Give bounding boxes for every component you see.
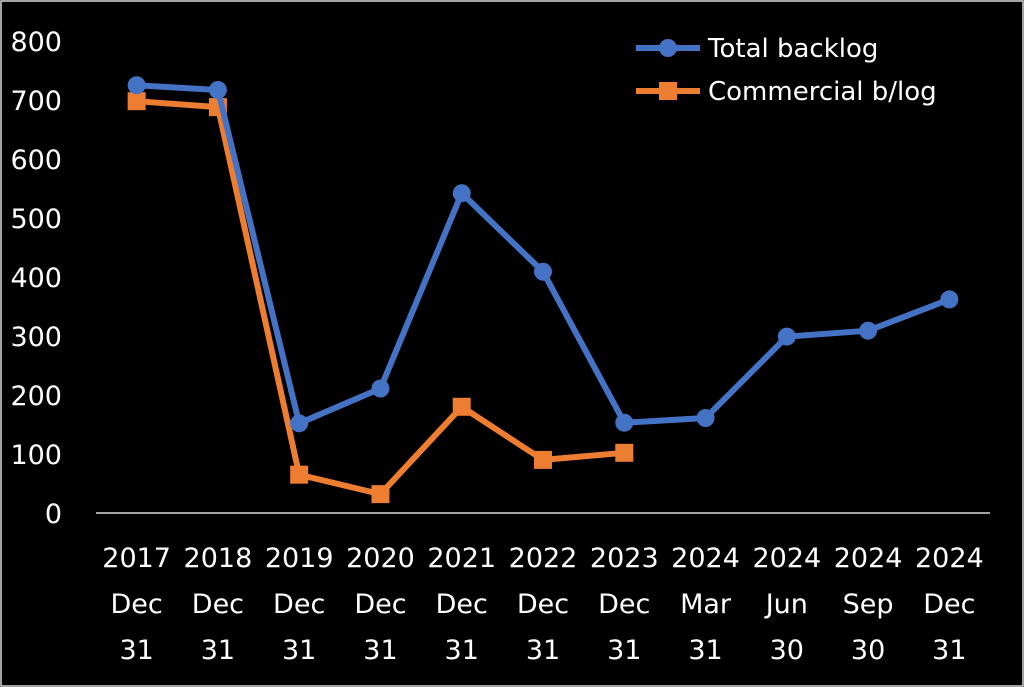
y-tick-label: 600 [10, 145, 62, 176]
y-tick-label: 400 [10, 263, 62, 294]
x-axis-ticks: 2017 Dec 31 2018 Dec 31 2019 Dec 31 2020 Dec 31 2021… [102, 543, 983, 666]
y-axis-ticks: 0 100 200 300 400 500 600 700 800 [10, 27, 62, 530]
legend: Total backlog Commercial b/log [636, 34, 937, 107]
x-tick-label: 2021 [427, 543, 496, 574]
data-point-square [290, 465, 309, 484]
x-tick-label: 2024 [671, 543, 740, 574]
x-tick-label: 31 [201, 635, 235, 666]
x-tick-label: Dec [436, 589, 488, 620]
data-point-circle [127, 76, 146, 95]
x-tick-label: Dec [273, 589, 325, 620]
data-point-circle [777, 327, 796, 346]
y-tick-label: 0 [45, 499, 62, 530]
data-point-square [615, 443, 634, 462]
x-tick-label: 31 [607, 635, 641, 666]
data-point-circle [534, 262, 552, 281]
x-tick-label: Dec [598, 589, 650, 620]
legend-marker-square [659, 82, 677, 100]
data-point-circle [859, 321, 878, 340]
data-point-circle [290, 414, 309, 433]
y-tick-label: 500 [10, 204, 62, 235]
data-point-circle [371, 379, 390, 398]
data-point-square [371, 485, 390, 504]
x-tick-label: Dec [192, 589, 244, 620]
x-tick-label: 31 [445, 635, 479, 666]
x-tick-label: Jun [764, 589, 808, 620]
x-tick-label: 2024 [834, 543, 903, 574]
x-tick-label: Mar [680, 589, 732, 620]
data-point-square [534, 450, 552, 469]
data-point-circle [940, 290, 959, 309]
legend-marker-circle [659, 39, 677, 57]
x-tick-label: Dec [354, 589, 406, 620]
x-tick-label: 31 [932, 635, 966, 666]
x-tick-label: 30 [851, 635, 885, 666]
data-point-circle [452, 184, 471, 203]
x-tick-label: 2024 [915, 543, 984, 574]
y-tick-label: 200 [10, 381, 62, 412]
series-total-backlog [127, 76, 959, 433]
x-tick-label: 2023 [590, 543, 659, 574]
y-tick-label: 800 [10, 27, 62, 58]
data-point-circle [615, 413, 634, 432]
y-tick-label: 700 [10, 86, 62, 117]
x-tick-label: 30 [770, 635, 804, 666]
data-point-square [452, 397, 471, 416]
x-tick-label: 2019 [265, 543, 334, 574]
x-tick-label: Dec [111, 589, 163, 620]
x-tick-label: 2018 [184, 543, 253, 574]
series-commercial-b-log [127, 92, 634, 504]
y-tick-label: 100 [10, 440, 62, 471]
x-tick-label: 31 [526, 635, 560, 666]
data-point-circle [208, 80, 227, 99]
x-tick-label: Dec [517, 589, 569, 620]
x-tick-label: 2022 [509, 543, 578, 574]
legend-label: Total backlog [707, 34, 878, 64]
data-point-square [127, 92, 146, 111]
x-tick-label: 2024 [752, 543, 821, 574]
x-tick-label: 31 [688, 635, 722, 666]
x-tick-label: Sep [843, 589, 894, 620]
x-tick-label: 31 [282, 635, 316, 666]
legend-label: Commercial b/log [708, 77, 937, 107]
x-tick-label: 31 [119, 635, 153, 666]
x-tick-label: 2020 [346, 543, 415, 574]
legend-item-commercial-b-log: Commercial b/log [636, 77, 937, 107]
series-layer [127, 76, 959, 504]
x-tick-label: 2017 [102, 543, 171, 574]
legend-item-total-backlog: Total backlog [636, 34, 878, 64]
data-point-circle [696, 409, 715, 428]
x-tick-label: Dec [923, 589, 975, 620]
x-tick-label: 31 [363, 635, 397, 666]
y-tick-label: 300 [10, 322, 62, 353]
